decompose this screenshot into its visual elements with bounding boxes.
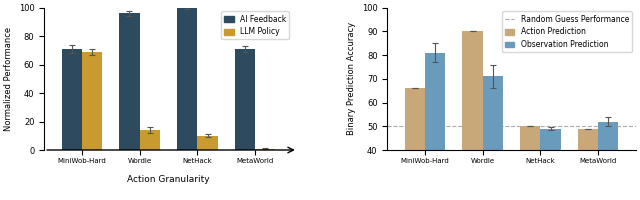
Bar	[235, 49, 255, 150]
Y-axis label: Normalized Performance: Normalized Performance	[4, 27, 13, 131]
Bar	[140, 130, 160, 150]
Bar	[578, 129, 598, 200]
Bar	[255, 149, 275, 150]
Bar	[463, 31, 483, 200]
Bar	[177, 8, 197, 150]
Bar	[598, 122, 618, 200]
Legend: Random Guess Performance, Action Prediction, Observation Prediction: Random Guess Performance, Action Predict…	[502, 11, 632, 52]
Bar	[61, 49, 82, 150]
Y-axis label: Binary Prediction Accuracy: Binary Prediction Accuracy	[348, 22, 356, 135]
X-axis label: Action Granularity: Action Granularity	[127, 175, 210, 184]
Bar	[425, 53, 445, 200]
Bar	[520, 126, 540, 200]
Bar	[540, 129, 561, 200]
Bar	[82, 52, 102, 150]
Bar	[483, 76, 503, 200]
Bar	[404, 88, 425, 200]
Bar	[197, 136, 218, 150]
Legend: AI Feedback, LLM Policy: AI Feedback, LLM Policy	[221, 11, 289, 39]
Bar	[119, 13, 140, 150]
